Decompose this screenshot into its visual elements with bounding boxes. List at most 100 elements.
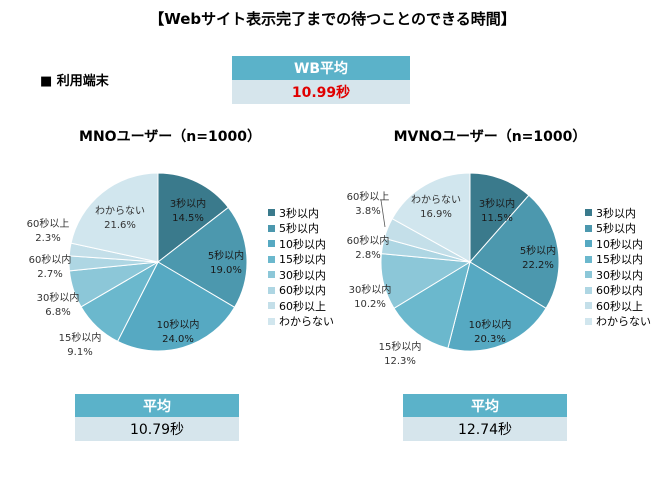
chart0-label-category-2: 10秒以内 (157, 318, 200, 331)
chart1-label-category-7: わからない (411, 194, 461, 206)
chart1-legend-item-3: 15秒以内 (585, 252, 651, 268)
chart1-label-value-7: 16.9% (420, 209, 452, 220)
mvno-legend: 3秒以内 5秒以内 10秒以内 15秒以内 30秒以内 60秒以内 60秒以上わからない (585, 205, 651, 329)
chart0-label-value-7: 21.6% (104, 220, 136, 231)
chart0-legend-item-3: 15秒以内 (268, 252, 334, 268)
chart0-legend-item-7: わからない (268, 314, 334, 330)
chart1-label-category-5: 60秒以内 (347, 234, 390, 247)
legend-label: 5秒以内 (596, 222, 636, 236)
legend-label: 30秒以内 (596, 268, 643, 282)
chart0-label-category-5: 60秒以内 (29, 253, 72, 266)
mno-legend: 3秒以内 5秒以内 10秒以内 15秒以内 30秒以内 60秒以内 60秒以上わからない (268, 205, 334, 329)
mvno-average-header: 平均 (403, 394, 567, 417)
chart0-legend-item-6: 60秒以上 (268, 298, 334, 314)
legend-swatch (585, 302, 592, 310)
mno-average-value: 10.79秒 (75, 417, 239, 441)
chart1-label-value-5: 2.8% (355, 250, 380, 261)
legend-label: 60秒以上 (596, 299, 643, 313)
legend-label: 60秒以内 (279, 284, 326, 298)
chart0-label-category-1: 5秒以内 (208, 249, 244, 262)
chart0-label-value-0: 14.5% (172, 213, 204, 224)
legend-swatch (268, 209, 275, 217)
chart1-label-value-3: 12.3% (384, 356, 416, 367)
legend-label: 3秒以内 (596, 206, 636, 220)
chart0-legend-item-4: 30秒以内 (268, 267, 334, 283)
chart0-slice-7 (70, 172, 159, 263)
legend-label: 10秒以内 (279, 237, 326, 251)
legend-swatch (585, 286, 592, 294)
legend-swatch (268, 302, 275, 310)
legend-swatch (585, 271, 592, 279)
chart1-legend-item-4: 30秒以内 (585, 267, 651, 283)
main-title: 【Webサイト表示完了までの待つことのできる時間】 (149, 10, 516, 28)
chart1-slice-7 (391, 172, 471, 263)
chart1-label-value-4: 10.2% (354, 299, 386, 310)
chart0-legend-item-1: 5秒以内 (268, 221, 334, 237)
chart0-slice-0 (157, 172, 230, 264)
legend-swatch (268, 240, 275, 248)
chart0-label-value-3: 9.1% (67, 347, 92, 358)
legend-label: 15秒以内 (279, 253, 326, 267)
chart0-label-category-7: わからない (95, 205, 145, 217)
chart1-leader-line (380, 199, 386, 228)
legend-label: 5秒以内 (279, 222, 319, 236)
legend-swatch (268, 271, 275, 279)
chart1-label-value-6: 3.8% (355, 206, 380, 217)
chart0-slice-1 (157, 206, 248, 308)
legend-swatch (268, 286, 275, 294)
chart0-label-value-4: 6.8% (45, 307, 70, 318)
legend-label: 60秒以上 (279, 299, 326, 313)
chart0-label-category-6: 60秒以上 (27, 217, 70, 230)
mvno-average-value: 12.74秒 (403, 417, 567, 441)
legend-label: 10秒以内 (596, 237, 643, 251)
mno-chart-title: MNOユーザー（n=1000） (79, 129, 261, 145)
legend-label: 15秒以内 (596, 253, 643, 267)
chart0-legend-item-5: 60秒以内 (268, 283, 334, 299)
chart1-legend-item-2: 10秒以内 (585, 236, 651, 252)
legend-label: わからない (279, 315, 334, 329)
chart1-slice-2 (447, 261, 547, 352)
chart1-label-value-2: 20.3% (474, 334, 506, 345)
legend-swatch (268, 224, 275, 232)
chart0-legend-item-0: 3秒以内 (268, 205, 334, 221)
chart0-label-category-0: 3秒以内 (170, 197, 206, 210)
legend-swatch (585, 255, 592, 263)
legend-label: わからない (596, 315, 651, 329)
chart1-label-category-3: 15秒以内 (379, 340, 422, 353)
chart1-label-category-6: 60秒以上 (347, 190, 390, 203)
wb-average-header: WB平均 (232, 56, 410, 80)
chart0-label-value-5: 2.7% (37, 269, 62, 280)
chart1-label-value-0: 11.5% (481, 213, 513, 224)
chart0-legend-item-2: 10秒以内 (268, 236, 334, 252)
chart1-legend-item-6: 60秒以上 (585, 298, 651, 314)
chart1-label-value-1: 22.2% (522, 260, 554, 271)
chart0-label-category-3: 15秒以内 (59, 331, 102, 344)
chart0-label-value-1: 19.0% (210, 265, 242, 276)
chart1-label-category-4: 30秒以内 (349, 283, 392, 296)
legend-swatch (268, 317, 275, 325)
legend-label: 3秒以内 (279, 206, 319, 220)
chart1-legend-item-0: 3秒以内 (585, 205, 651, 221)
chart1-label-category-0: 3秒以内 (479, 197, 515, 210)
chart0-label-value-6: 2.3% (35, 233, 60, 244)
legend-swatch (585, 240, 592, 248)
mno-average-header: 平均 (75, 394, 239, 417)
chart1-slice-0 (469, 172, 530, 264)
chart1-label-category-2: 10秒以内 (469, 318, 512, 331)
chart1-slice-1 (469, 194, 560, 309)
legend-swatch (268, 255, 275, 263)
legend-label: 60秒以内 (596, 284, 643, 298)
chart0-label-value-2: 24.0% (162, 334, 194, 345)
legend-swatch (585, 317, 592, 325)
mvno-chart-title: MVNOユーザー（n=1000） (393, 129, 587, 145)
chart1-label-category-1: 5秒以内 (520, 244, 556, 257)
chart1-legend-item-1: 5秒以内 (585, 221, 651, 237)
legend-label: 30秒以内 (279, 268, 326, 282)
chart1-slice-3 (393, 260, 471, 349)
wb-average-value: 10.99秒 (232, 80, 410, 104)
chart1-legend-item-5: 60秒以内 (585, 283, 651, 299)
chart0-label-category-4: 30秒以内 (37, 291, 80, 304)
legend-swatch (585, 209, 592, 217)
legend-swatch (585, 224, 592, 232)
